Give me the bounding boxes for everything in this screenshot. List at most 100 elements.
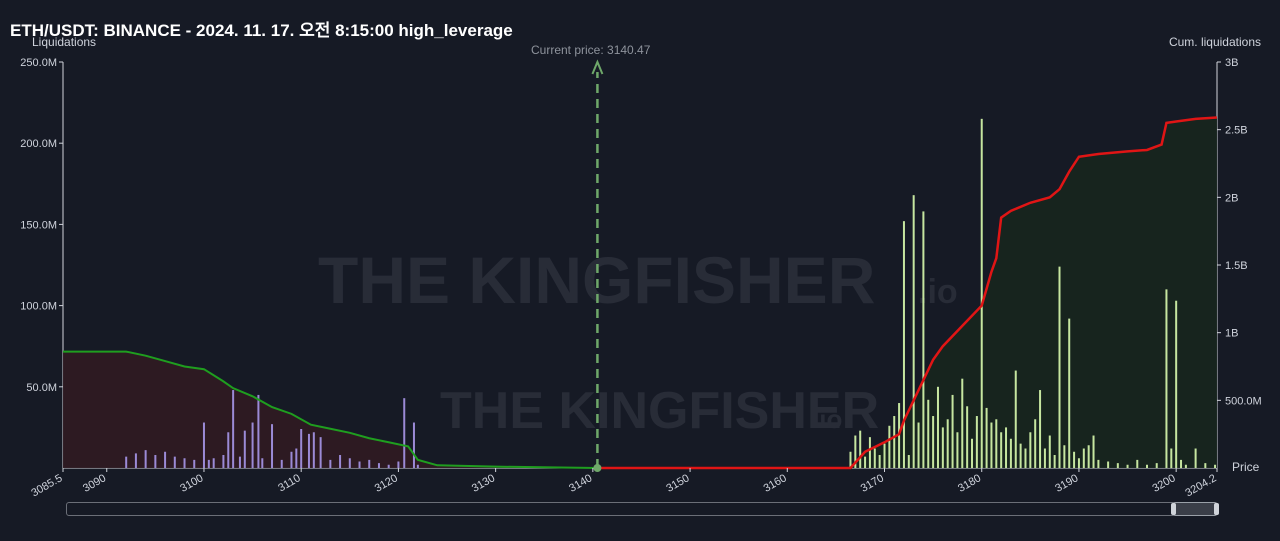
short-liquidation-bar — [1126, 464, 1129, 468]
short-liquidation-bar — [985, 407, 988, 468]
long-liquidation-bar — [207, 459, 210, 468]
short-liquidation-bar — [1097, 459, 1100, 468]
scroll-handle-left[interactable] — [1171, 503, 1176, 515]
long-liquidation-bar — [238, 456, 241, 468]
y-left-tick-label: 200.0M — [20, 138, 57, 150]
short-liquidation-bar — [883, 443, 886, 468]
long-liquidation-bar — [227, 432, 230, 468]
y-right-tick-label: 1B — [1225, 328, 1238, 340]
x-axis-title: Price — [1232, 460, 1260, 474]
long-liquidation-bar — [300, 429, 303, 468]
long-liquidation-bar — [397, 461, 400, 468]
y-axis-left-title: Liquidations — [32, 35, 97, 49]
short-liquidation-bar — [946, 419, 949, 468]
short-liquidation-bar — [966, 406, 969, 468]
long-liquidation-bar — [403, 398, 406, 468]
short-liquidation-bar — [1170, 448, 1173, 468]
short-liquidation-bar — [1194, 448, 1197, 468]
short-liquidation-bar — [980, 118, 983, 468]
long-liquidation-bar — [290, 451, 293, 468]
current-price-dot — [593, 464, 602, 472]
short-liquidation-bar — [1014, 370, 1017, 468]
x-tick-label: 3160 — [762, 472, 789, 495]
range-scrollbar[interactable] — [66, 502, 1219, 516]
y-left-tick-label: 100.0M — [20, 301, 57, 313]
long-liquidation-bar — [257, 394, 260, 468]
short-liquidation-bar — [859, 430, 862, 468]
current-price-arrow — [591, 59, 604, 75]
short-liquidation-bar — [990, 422, 993, 468]
short-liquidation-bar — [995, 419, 998, 468]
long-liquidation-bar — [358, 461, 361, 468]
short-liquidation-bar — [936, 386, 939, 468]
long-liquidation-bar — [416, 464, 419, 468]
short-liquidation-bar — [1034, 419, 1037, 468]
long-liquidation-bar — [243, 430, 246, 468]
watermark: THE KINGFISHER .io THE KINGFISHER .io — [318, 243, 958, 440]
long-liquidation-bar — [387, 464, 390, 468]
y-right-tick-label: 500.0M — [1225, 395, 1262, 407]
short-liquidation-bar — [1000, 432, 1003, 468]
short-cumulative-area — [597, 117, 1217, 468]
scroll-handle-right[interactable] — [1214, 503, 1219, 515]
long-liquidation-bar — [377, 463, 380, 468]
short-liquidation-bar — [1155, 463, 1158, 468]
short-liquidation-bar — [1116, 463, 1119, 468]
short-liquidation-bar — [1184, 464, 1187, 468]
short-liquidation-bar — [917, 422, 920, 468]
short-liquidation-bar — [893, 416, 896, 468]
short-liquidation-bar — [849, 451, 852, 468]
x-tick-label: 3110 — [276, 472, 302, 494]
long-liquidation-bar — [348, 458, 351, 468]
short-liquidation-bar — [1039, 390, 1042, 468]
y-left-tick-label: 150.0M — [20, 219, 57, 231]
cumulative-areas — [63, 117, 1217, 468]
short-liquidation-bar — [1082, 448, 1085, 468]
short-liquidation-bar — [961, 378, 964, 468]
watermark-suffix-large: .io — [918, 273, 958, 311]
short-liquidation-bar — [1146, 464, 1149, 468]
y-left-tick-label: 50.0M — [26, 382, 57, 394]
long-liquidation-bar — [212, 458, 215, 468]
chart-title: ETH/USDT: BINANCE - 2024. 11. 17. 오전 8:1… — [10, 21, 513, 40]
long-liquidation-bar — [144, 450, 147, 468]
long-liquidation-bar — [193, 459, 196, 468]
y-left-tick-label: 250.0M — [20, 57, 57, 69]
x-tick-label: 3085.5 — [29, 472, 64, 499]
y-right-tick-label: 2B — [1225, 192, 1238, 204]
scrollbar-thumb[interactable] — [1171, 502, 1219, 516]
watermark-suffix-small: .io — [812, 404, 842, 434]
long-liquidation-bar — [164, 451, 167, 468]
y-axis-right-title: Cum. liquidations — [1168, 35, 1261, 49]
cumulative-lines — [63, 116, 1218, 470]
long-liquidation-bar — [173, 456, 176, 468]
x-tick-label: 3200 — [1150, 472, 1177, 495]
short-liquidation-bar — [1180, 459, 1183, 468]
short-liquidation-bar — [1107, 461, 1110, 468]
long-liquidation-bar — [319, 437, 322, 468]
long-liquidation-bar — [295, 448, 298, 468]
short-liquidation-bar — [1053, 455, 1056, 468]
short-liquidation-bar — [864, 456, 867, 468]
current-price-marker — [591, 59, 604, 472]
long-liquidation-bar — [312, 432, 315, 468]
short-liquidation-bar — [1005, 427, 1008, 468]
short-liquidation-bar — [1175, 300, 1178, 468]
short-liquidation-bar — [1204, 463, 1207, 468]
short-liquidation-bar — [878, 455, 881, 468]
short-liquidation-bar — [971, 438, 974, 468]
short-liquidation-bar — [1165, 289, 1168, 468]
long-liquidation-bar — [271, 424, 274, 468]
short-liquidation-bar — [1024, 448, 1027, 468]
short-liquidation-bar — [951, 394, 954, 468]
short-liquidation-bar — [1068, 318, 1071, 468]
short-liquidation-bar — [902, 221, 905, 468]
short-liquidation-bar — [1077, 458, 1080, 468]
short-liquidation-bar — [956, 432, 959, 468]
short-liquidation-bar — [1009, 438, 1012, 468]
x-tick-label: 3100 — [178, 472, 205, 495]
short-liquidation-bar — [927, 399, 930, 468]
short-liquidation-bar — [873, 448, 876, 468]
long-cumulative-line — [63, 350, 598, 469]
